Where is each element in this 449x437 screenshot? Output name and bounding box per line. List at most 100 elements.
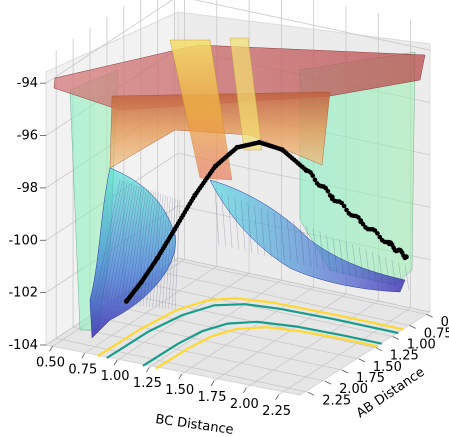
trajectory-point [375, 231, 380, 236]
y-tick-mark [307, 391, 315, 396]
surface-mesh-line [214, 189, 220, 246]
x-tick-label: 0.50 [36, 355, 65, 370]
y-gridline [55, 50, 309, 393]
surface-mesh-line [129, 188, 147, 305]
y-tick-label: 2.25 [322, 393, 351, 408]
x-tick-mark [81, 353, 86, 359]
surface-mesh-line [113, 184, 135, 303]
surface-valley-left [89, 167, 176, 339]
surface-mesh-line [240, 200, 246, 252]
x-tick-mark [242, 387, 247, 394]
y-tick-mark [375, 347, 383, 352]
y-tick-mark [409, 325, 416, 329]
y-tick-mark [341, 369, 349, 374]
surface-mesh-line [120, 186, 140, 304]
contour-line [106, 303, 399, 359]
surface-mesh-line [165, 197, 174, 309]
surface-mesh-line [149, 193, 162, 307]
trajectory-point [356, 215, 361, 220]
surface-mesh-line [345, 241, 351, 277]
z-tick-label: -100 [8, 233, 38, 248]
trajectory-point [192, 192, 198, 198]
surface-mesh-line [161, 196, 171, 309]
surface-mesh-line [319, 231, 325, 270]
x-tick-mark [113, 360, 118, 366]
x-tick-label: 1.00 [101, 369, 130, 384]
z-axis-ticks: -104 -102 -100 -98 -96 -94 [8, 76, 46, 353]
surface-mesh-line [385, 257, 390, 286]
x-tick-mark [210, 380, 215, 387]
surface-mesh-line [221, 192, 226, 247]
y-tick-label: 0.50 [441, 315, 449, 330]
surface-mesh-line [313, 228, 318, 269]
x-axis-label: BC Distance [154, 412, 234, 437]
x-tick-mark [275, 394, 279, 401]
y-tick-label: 1.00 [407, 338, 436, 353]
surface-mesh-line [171, 199, 178, 310]
y-tick-label: 1.50 [373, 360, 402, 375]
surface-mesh-line [94, 179, 121, 301]
surface-mesh-line [398, 262, 403, 289]
trajectory-point [341, 203, 347, 209]
surface-mesh-line [339, 239, 344, 275]
surface-mesh-line [404, 264, 410, 291]
surface-mesh-line [101, 181, 126, 301]
y-tick-label: 2.00 [339, 382, 368, 397]
surface-mesh-line [371, 252, 377, 283]
trajectory-point [212, 163, 218, 169]
surface-mesh-line [145, 192, 159, 307]
z-tick-label: -96 [17, 129, 38, 144]
surface-mesh-line [267, 210, 272, 258]
surface-mesh-line [174, 199, 181, 311]
surface-mesh-line [139, 191, 154, 306]
surface-valley-right [209, 179, 406, 293]
y-tick-label: 1.75 [356, 371, 385, 386]
contour-line [155, 326, 379, 370]
surface-mesh-line [247, 202, 253, 253]
trajectory-point [279, 147, 285, 153]
trajectory-point [386, 241, 392, 247]
surface-ridge [169, 39, 233, 181]
energy-surface [53, 37, 426, 339]
trajectory-point [154, 255, 160, 261]
surface-mesh-line [286, 218, 292, 263]
surface-mesh-line [117, 185, 138, 303]
y-tick-mark [324, 380, 332, 385]
x-axis-ticks: 0.50 0.75 1.00 1.25 1.50 1.75 2.00 2.25 [36, 346, 291, 419]
trajectory-point [344, 207, 349, 213]
contour-line [97, 297, 404, 358]
surface-mesh-line [391, 259, 397, 287]
surface-mesh-line [306, 226, 311, 267]
surface-mesh-line [123, 187, 142, 304]
y-tick-mark [358, 358, 366, 363]
y-tick-label: 0.75 [424, 326, 449, 341]
surface-mesh-line [293, 221, 298, 264]
surface-mesh-line [110, 183, 133, 303]
surface-mesh-line [142, 191, 157, 307]
trajectory-point [172, 226, 178, 232]
trajectory [123, 139, 409, 304]
z-tick-label: -98 [17, 181, 38, 196]
trajectory-point [325, 188, 331, 194]
surface-mesh-line [104, 182, 128, 302]
surface-mesh-line [273, 213, 279, 259]
x-tick-label: 1.25 [133, 376, 162, 391]
x-tick-label: 0.75 [68, 362, 97, 377]
x-tick-label: 1.50 [165, 383, 194, 398]
surface-mesh-line [126, 187, 145, 305]
surface-mesh-line [168, 198, 176, 310]
surface-mesh-line [234, 197, 239, 250]
surface-mesh-line [97, 180, 123, 301]
trajectory-point [234, 144, 240, 150]
surface-mesh-line [280, 215, 285, 261]
surface-mesh-line [352, 244, 357, 278]
x-tick-mark [178, 373, 183, 380]
surface-mesh-line [254, 205, 259, 255]
surface-mesh-line [227, 195, 233, 249]
trajectory-point [358, 219, 364, 225]
trajectory-point [310, 173, 316, 178]
surface-mesh-line [299, 223, 305, 266]
x-tick-mark [146, 366, 150, 373]
